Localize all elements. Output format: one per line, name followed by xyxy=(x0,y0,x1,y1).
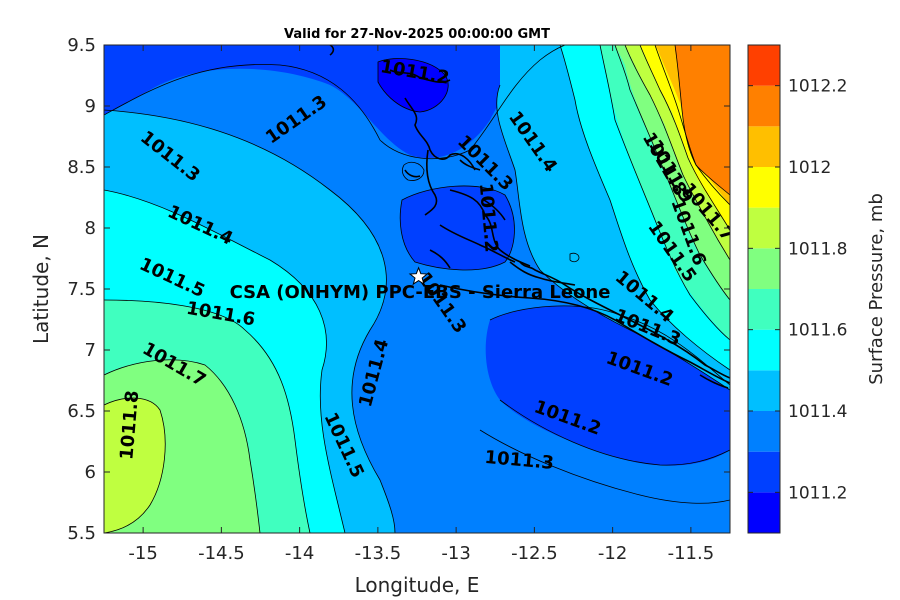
y-tick-label: 6.5 xyxy=(67,401,96,422)
colorbar-swatch xyxy=(748,370,780,411)
colorbar-label: Surface Pressure, mb xyxy=(866,193,887,385)
colorbar-swatch xyxy=(748,492,780,533)
y-axis: 5.5 6 6.5 7 7.5 8 8.5 9 9.5 xyxy=(67,35,730,544)
colorbar-swatch xyxy=(748,289,780,330)
colorbar-frame xyxy=(747,44,781,534)
border-line xyxy=(439,284,730,384)
band-1012.1-northeast xyxy=(675,45,730,195)
colorbar-swatch xyxy=(748,207,780,249)
x-axis: -15 -14.5 -14 -13.5 -13 -12.5 -12 -11.5 xyxy=(128,45,714,564)
contour-line xyxy=(399,185,515,271)
colorbar-tick-label: 1011.4 xyxy=(788,402,847,422)
y-tick-label: 9 xyxy=(85,96,96,117)
border-line xyxy=(459,159,481,171)
contour-line xyxy=(599,45,730,341)
colorbar-tick-label: 1011.6 xyxy=(788,321,847,341)
y-tick-label: 9.5 xyxy=(67,35,96,56)
border-line xyxy=(519,261,730,379)
band-1011.8-west xyxy=(104,398,166,533)
colorbar-swatch xyxy=(748,45,780,86)
border-line xyxy=(389,69,451,83)
contour-line xyxy=(104,109,396,533)
contour-line xyxy=(569,252,580,263)
x-tick-label: -14.5 xyxy=(198,543,245,564)
border-line xyxy=(329,45,335,56)
contour-line xyxy=(479,429,730,504)
x-tick-label: -12 xyxy=(598,543,627,564)
y-axis-label: Latitude, N xyxy=(29,234,53,344)
y-tick-label: 6 xyxy=(85,462,96,483)
colorbar-tick-label: 1011.2 xyxy=(788,483,847,503)
coastline-and-borders xyxy=(329,45,730,389)
colorbar-swatch xyxy=(748,126,780,167)
station-group: CSA (ONHYM) PPC-EBS - Sierra Leone xyxy=(230,266,611,303)
x-tick-label: -13 xyxy=(441,543,470,564)
y-tick-label: 7.5 xyxy=(67,279,96,300)
colorbar-swatch xyxy=(748,248,780,289)
colorbar-swatch xyxy=(748,329,780,371)
border-line xyxy=(439,224,516,263)
contour-line xyxy=(104,397,166,533)
x-axis-label: Longitude, E xyxy=(355,573,480,597)
station-star-icon xyxy=(408,266,429,286)
contour-line xyxy=(401,161,425,181)
border-line xyxy=(404,97,476,171)
contour-line xyxy=(104,189,346,533)
contour-line xyxy=(559,45,730,371)
colorbar-tick-label: 1012 xyxy=(788,158,831,178)
contour-line xyxy=(104,45,566,160)
y-tick-label: 7 xyxy=(85,340,96,361)
contour-line xyxy=(499,399,730,466)
contour-line xyxy=(639,45,730,231)
colorbar-swatch xyxy=(748,85,780,127)
contour-line xyxy=(377,58,449,113)
colorbar-swatch xyxy=(748,451,780,493)
contour-lines xyxy=(104,45,730,533)
x-tick-label: -12.5 xyxy=(511,543,558,564)
y-tick-label: 8 xyxy=(85,218,96,239)
x-tick-label: -13.5 xyxy=(355,543,402,564)
border-line xyxy=(483,199,506,221)
border-line xyxy=(699,374,729,389)
colorbar-tick-label: 1012.2 xyxy=(788,77,847,97)
x-tick-label: -15 xyxy=(128,543,157,564)
x-tick-label: -14 xyxy=(285,543,314,564)
colorbar-swatch xyxy=(748,411,780,452)
y-tick-label: 8.5 xyxy=(67,157,96,178)
border-line xyxy=(509,261,576,286)
contour-line xyxy=(104,359,261,533)
border-line xyxy=(424,149,438,216)
band-1011.2-north xyxy=(104,45,560,159)
colorbar-ticks: 1011.2 1011.4 1011.6 1011.8 1012 1012.2 xyxy=(748,77,847,503)
station-label: CSA (ONHYM) PPC-EBS - Sierra Leone xyxy=(230,282,611,303)
contour-line xyxy=(104,299,311,533)
contour-line xyxy=(614,45,730,301)
contour-line xyxy=(624,45,730,261)
border-line xyxy=(404,169,421,178)
cell-1011.2-center xyxy=(400,185,515,270)
y-tick-label: 5.5 xyxy=(67,523,96,544)
x-tick-label: -11.5 xyxy=(668,543,715,564)
colorbar-tick-label: 1011.8 xyxy=(788,239,847,259)
colorbar xyxy=(748,45,780,533)
border-line xyxy=(449,189,531,267)
border-line xyxy=(429,249,451,269)
plot-title: Valid for 27-Nov-2025 00:00:00 GMT xyxy=(284,27,550,42)
colorbar-swatch xyxy=(748,167,780,208)
contour-line xyxy=(674,45,730,196)
